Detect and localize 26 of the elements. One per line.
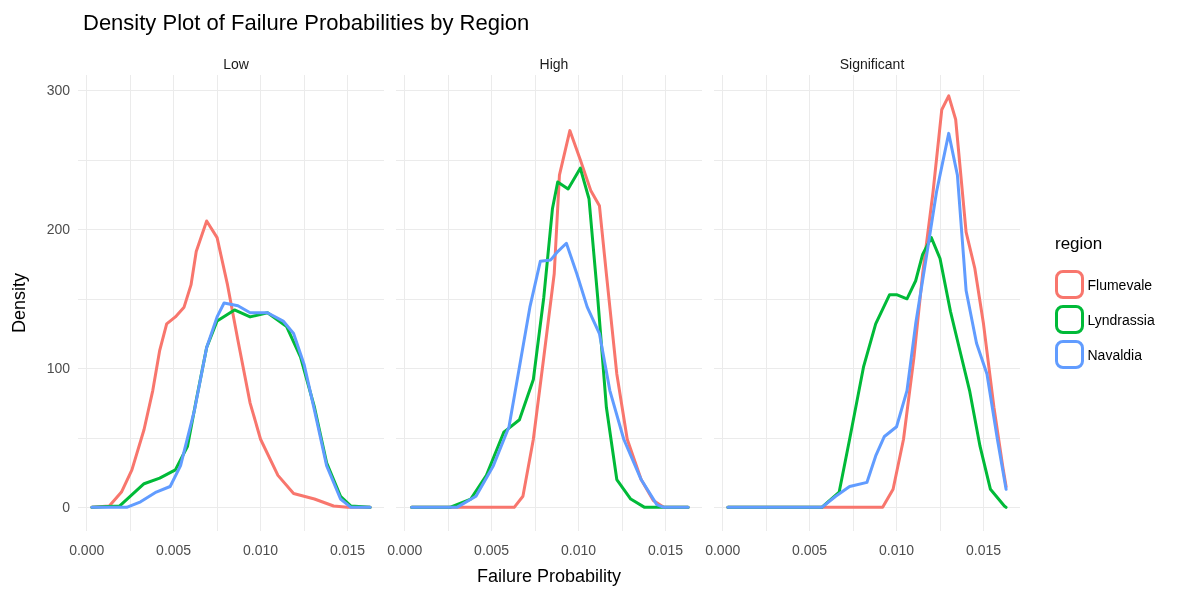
legend-label: Lyndrassia	[1087, 311, 1155, 328]
x-tick-label: 0.010	[879, 542, 915, 558]
x-tick-label: 0.010	[561, 542, 597, 558]
x-axis-title: Failure Probability	[476, 566, 622, 586]
legend-title: region	[1055, 234, 1103, 253]
x-tick-label: 0.015	[647, 542, 684, 558]
chart-subtitle: Significant	[839, 56, 905, 72]
chart-subtitle: Low	[223, 56, 250, 72]
x-tick-label: 0.000	[705, 542, 741, 558]
x-tick-label: 0.015	[329, 542, 366, 558]
legend-label: Navaldia	[1087, 346, 1143, 363]
y-tick-label: 0	[62, 499, 71, 516]
x-tick-label: 0.000	[69, 542, 105, 558]
x-tick-label: 0.005	[156, 542, 192, 558]
x-tick-label: 0.010	[243, 542, 279, 558]
chart-subtitle: High	[539, 56, 569, 72]
y-tick-label: 300	[46, 82, 71, 99]
x-tick-label: 0.005	[474, 542, 510, 558]
legend-label: Flumevale	[1087, 276, 1153, 293]
x-tick-label: 0.000	[387, 542, 423, 558]
x-tick-label: 0.015	[965, 542, 1002, 558]
x-tick-label: 0.005	[792, 542, 828, 558]
chart-title: Density Plot of Failure Probabilities by Region	[83, 9, 530, 35]
y-tick-label: 100	[46, 360, 71, 377]
y-tick-label: 200	[46, 221, 71, 238]
y-axis-title: Density	[9, 272, 29, 334]
